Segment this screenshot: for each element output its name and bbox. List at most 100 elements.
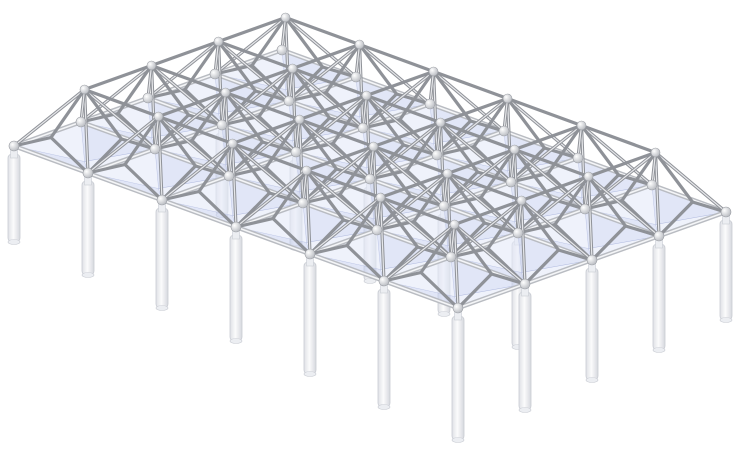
diagonal-strut-highlight — [376, 196, 382, 231]
node-layer — [8, 12, 732, 314]
diagonal-strut-highlight — [450, 223, 456, 258]
top-chord — [304, 168, 383, 200]
secondary-strut — [230, 141, 272, 195]
eave-node — [8, 140, 20, 152]
diagonal-strut-highlight — [520, 199, 526, 285]
secondary-strut — [412, 171, 450, 224]
diagonal-strut-highlight — [651, 151, 657, 186]
diagonal-strut-highlight — [580, 124, 586, 210]
diagonal-strut-highlight — [309, 196, 382, 255]
apex-node — [361, 90, 372, 101]
diagonal-strut-highlight — [383, 223, 456, 282]
diagonal-strut-highlight — [577, 124, 583, 159]
secondary-strut — [271, 168, 309, 221]
top-chord — [505, 96, 584, 128]
eave-node — [350, 71, 362, 83]
eave-node — [230, 221, 242, 233]
eave-node — [653, 230, 665, 242]
diagonal-strut-highlight — [369, 145, 375, 180]
secondary-strut — [398, 69, 436, 122]
diagonal-strut-highlight — [231, 142, 237, 228]
eave-beam-highlight — [591, 235, 660, 261]
secondary-strut — [49, 135, 90, 175]
diagonal-strut-highlight — [443, 172, 449, 207]
apex-node — [287, 63, 298, 74]
eave-node — [149, 143, 161, 155]
diagonal-strut-highlight — [439, 121, 445, 207]
diagonal-strut-highlight — [654, 151, 660, 237]
diagonal-strut-highlight — [288, 67, 294, 102]
eave-node — [75, 116, 87, 128]
diagonal-strut-highlight — [288, 43, 361, 102]
top-chord — [230, 117, 302, 146]
eave-node — [216, 119, 228, 131]
secondary-strut — [183, 39, 221, 92]
secondary-strut — [338, 144, 376, 197]
top-chord — [371, 120, 443, 149]
diagonal-strut-highlight — [80, 64, 153, 123]
frame-layer — [11, 15, 729, 311]
eave-node — [438, 200, 450, 212]
eave-node — [445, 251, 457, 263]
top-chord — [82, 87, 161, 119]
eave-node — [646, 179, 658, 191]
secondary-strut — [82, 87, 124, 141]
eave-node — [572, 152, 584, 164]
column-base — [652, 347, 666, 353]
secondary-strut — [49, 87, 87, 140]
secondary-strut — [86, 162, 127, 175]
top-chord — [519, 174, 591, 203]
secondary-strut — [234, 216, 275, 229]
eave-beam-highlight — [309, 253, 385, 282]
diagonal-strut-highlight — [295, 94, 368, 153]
column-base — [377, 404, 391, 410]
eave-node — [371, 224, 383, 236]
secondary-strut — [250, 15, 288, 68]
eave-beam-highlight — [658, 211, 727, 237]
secondary-strut — [197, 189, 238, 229]
eave-node — [452, 302, 464, 314]
diagonal-strut-highlight — [453, 223, 526, 285]
eave-node — [431, 149, 443, 161]
diagonal-strut-highlight — [506, 97, 512, 183]
apex-node — [509, 144, 520, 155]
secondary-strut — [264, 117, 302, 170]
diagonal-strut-highlight — [224, 91, 230, 177]
top-chord — [586, 150, 658, 179]
column-base — [7, 239, 21, 245]
secondary-strut — [345, 243, 386, 283]
eave-node — [424, 98, 436, 110]
top-chord — [216, 15, 288, 44]
top-chord — [156, 114, 235, 146]
column — [451, 315, 465, 441]
secondary-strut — [271, 216, 312, 256]
secondary-strut — [160, 189, 201, 202]
diagonal-strut-highlight — [584, 175, 590, 210]
column-base — [518, 407, 532, 413]
diagonal-strut-highlight — [517, 199, 523, 234]
diagonal-strut-highlight — [305, 169, 311, 255]
secondary-strut — [546, 123, 584, 176]
diagonal-strut-highlight — [214, 16, 287, 75]
column — [303, 261, 317, 375]
eave-node — [519, 278, 531, 290]
diagonal-strut-highlight — [432, 70, 438, 156]
column-base — [229, 338, 243, 344]
top-chord — [297, 117, 376, 149]
column — [719, 219, 733, 321]
eave-node — [505, 176, 517, 188]
top-chord — [364, 69, 436, 98]
diagonal-strut-highlight — [369, 121, 442, 180]
secondary-strut — [257, 66, 295, 119]
secondary-strut — [486, 198, 524, 251]
diagonal-strut-highlight — [584, 151, 657, 210]
eave-beam-highlight — [524, 259, 593, 285]
diagonal-strut-highlight — [302, 145, 375, 204]
diagonal-strut-highlight — [436, 121, 442, 156]
secondary-strut — [123, 162, 164, 202]
diagonal-strut-highlight — [154, 91, 227, 150]
diagonal-strut-highlight — [654, 151, 727, 213]
column-base — [303, 371, 317, 377]
secondary-strut — [556, 248, 594, 262]
diagonal-strut-highlight — [235, 169, 308, 228]
